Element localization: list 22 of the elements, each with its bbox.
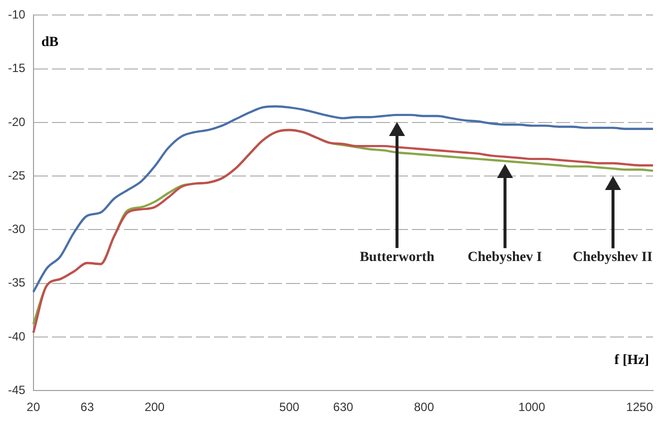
y-tick-label: -20: [8, 114, 26, 129]
x-tick-label: 500: [279, 400, 300, 414]
x-axis-title: f [Hz]: [614, 352, 649, 369]
x-tick-label: 630: [333, 400, 354, 414]
x-tick-label: 800: [414, 400, 434, 414]
y-axis-title: dB: [41, 35, 58, 52]
y-tick-label: -10: [8, 8, 26, 22]
annotation: Chebyshev I: [466, 250, 543, 266]
x-tick-label: 63: [80, 400, 94, 414]
y-tick-label: -40: [8, 329, 26, 344]
y-tick-label: -15: [8, 61, 26, 76]
y-tick-label: -45: [8, 382, 26, 397]
y-tick-label: -30: [8, 222, 26, 236]
x-tick-label: 1250: [626, 400, 654, 414]
line-series: [32, 105, 654, 294]
x-tick-label: 20: [26, 400, 40, 414]
y-tick-label: -35: [8, 276, 26, 290]
x-tick-label: 1000: [518, 400, 546, 414]
y-tick-label: -25: [8, 168, 26, 182]
annotation: Chebyshev II: [572, 250, 654, 266]
x-tick-label: 200: [144, 400, 165, 414]
annotation: Butterworth: [358, 250, 436, 266]
